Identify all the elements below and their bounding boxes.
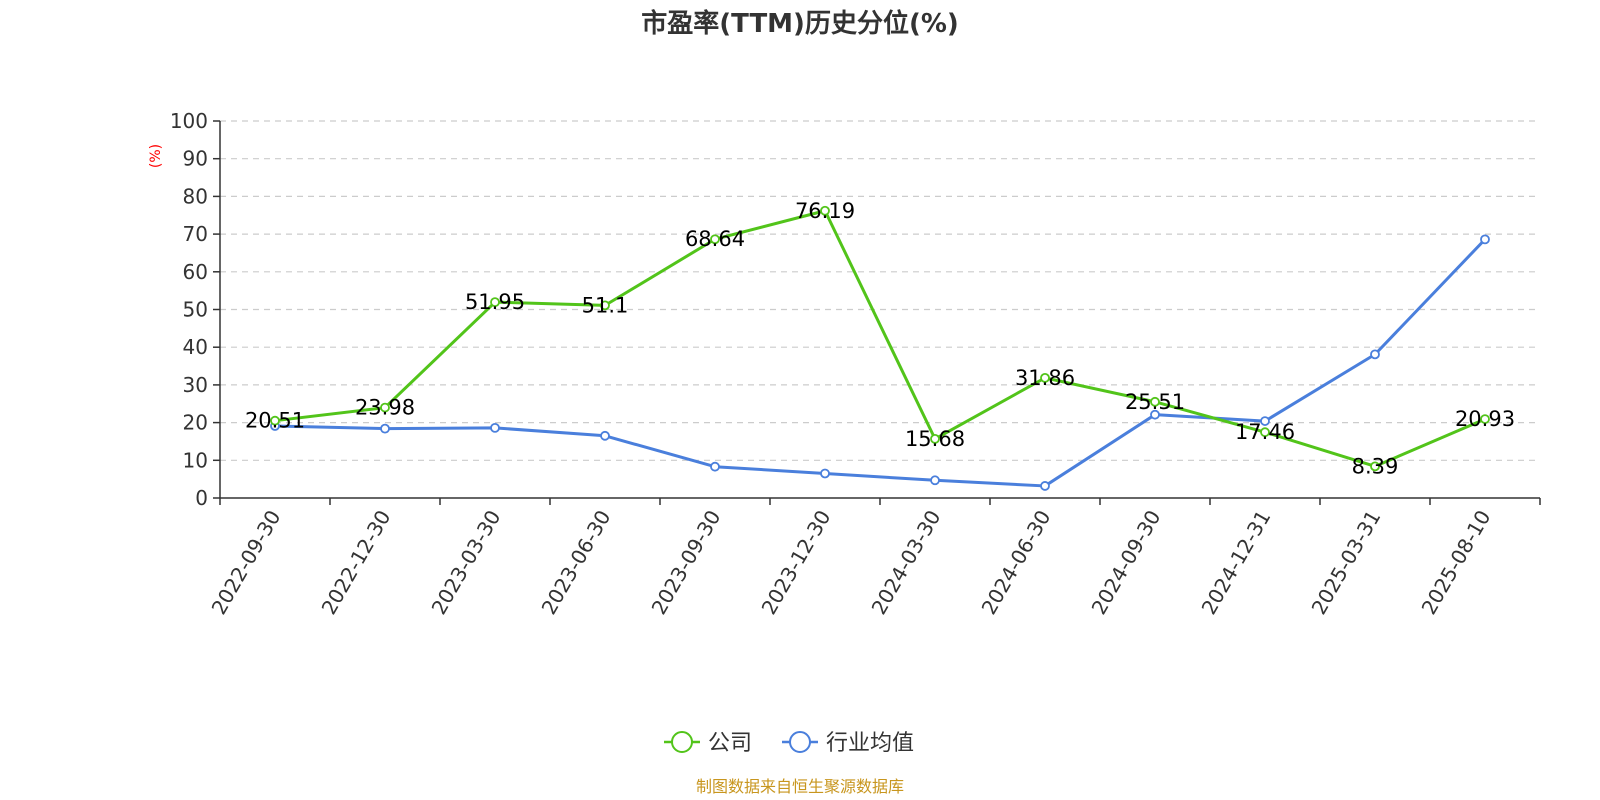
data-label: 51.95 <box>465 290 525 314</box>
data-point <box>1370 461 1380 472</box>
data-label: 68.64 <box>685 227 745 251</box>
data-point <box>1260 427 1270 438</box>
data-point <box>1150 409 1160 420</box>
data-point <box>1260 416 1270 426</box>
legend[interactable]: 公司 行业均值 <box>664 731 914 756</box>
data-label: 76.19 <box>795 199 855 223</box>
x-tick-label: 2025-03-31 <box>1306 506 1385 619</box>
y-tick-label: 0 <box>195 486 208 510</box>
x-tick-label: 2024-12-31 <box>1196 506 1275 619</box>
y-tick-label: 30 <box>183 373 208 397</box>
x-tick-label: 2023-03-30 <box>426 506 505 619</box>
data-point <box>710 234 720 245</box>
legend-marker-icon <box>671 731 693 753</box>
data-point <box>930 475 940 486</box>
series-line <box>274 209 1486 468</box>
x-tick-label: 2024-06-30 <box>976 506 1055 619</box>
data-label: 8.39 <box>1352 454 1399 478</box>
chart-title: 市盈率(TTM)历史分位(%) <box>641 8 959 39</box>
data-point <box>820 205 830 216</box>
data-point <box>270 415 280 426</box>
y-tick-label: 80 <box>183 184 208 208</box>
data-point <box>1370 349 1380 360</box>
data-point <box>1480 234 1490 245</box>
data-point <box>600 430 610 441</box>
data-point <box>930 433 940 444</box>
y-tick-label: 90 <box>183 147 208 171</box>
data-point <box>1480 414 1490 424</box>
data-label: 17.46 <box>1235 420 1295 444</box>
legend-marker-icon <box>789 731 811 753</box>
x-tick-label: 2025-08-10 <box>1416 506 1495 619</box>
data-point <box>1040 372 1050 383</box>
y-tick-label: 100 <box>170 109 208 133</box>
data-point <box>380 423 390 434</box>
data-point <box>1040 481 1050 491</box>
y-tick-label: 10 <box>183 448 208 472</box>
x-tick-label: 2023-09-30 <box>646 506 725 619</box>
data-label: 31.86 <box>1015 366 1075 390</box>
data-label: 25.51 <box>1125 390 1185 414</box>
source-note: 制图数据来自恒生聚源数据库 <box>696 777 904 796</box>
x-tick-label: 2024-03-30 <box>866 506 945 619</box>
y-axis: 0 10 20 30 40 50 60 70 80 90 100 <box>170 109 221 510</box>
y-tick-label: 20 <box>183 411 208 435</box>
legend-label: 行业均值 <box>826 731 914 756</box>
data-point <box>490 422 500 433</box>
series-industry-average <box>270 234 1490 491</box>
x-tick-label: 2022-09-30 <box>206 506 285 619</box>
y-tick-label: 50 <box>183 298 208 322</box>
data-point <box>820 468 830 479</box>
x-tick-label: 2023-12-30 <box>756 506 835 619</box>
y-tick-label: 70 <box>183 222 208 246</box>
data-point <box>600 300 610 311</box>
legend-label: 公司 <box>708 731 752 756</box>
data-point <box>1150 396 1160 407</box>
x-tick-label: 2024-09-30 <box>1086 506 1165 619</box>
data-point <box>380 402 390 413</box>
x-tick-label: 2022-12-30 <box>316 506 395 619</box>
data-point <box>490 297 500 308</box>
series-layer: 20.51 23.98 51.95 51.1 68.64 76.19 15.68 31.86 2… <box>245 199 1515 491</box>
x-axis: 2022-09-30 2022-12-30 2023-03-30 2023-06-30… <box>206 497 1541 619</box>
y-tick-label: 60 <box>183 260 208 284</box>
data-label: 20.93 <box>1455 407 1515 431</box>
data-label: 51.1 <box>582 293 629 317</box>
y-axis-label: (%) <box>148 144 164 168</box>
data-label: 23.98 <box>355 396 415 420</box>
series-company: 20.51 23.98 51.95 51.1 68.64 76.19 15.68 31.86 2… <box>245 199 1515 479</box>
legend-item-company[interactable]: 公司 <box>664 731 752 756</box>
data-label: 20.51 <box>245 409 305 433</box>
data-point <box>710 461 720 472</box>
x-tick-label: 2023-06-30 <box>536 506 615 619</box>
series-line <box>274 238 1487 488</box>
legend-item-industry-average[interactable]: 行业均值 <box>782 731 914 756</box>
data-label: 15.68 <box>905 427 965 451</box>
grid <box>220 120 1540 461</box>
y-tick-label: 40 <box>183 335 208 359</box>
